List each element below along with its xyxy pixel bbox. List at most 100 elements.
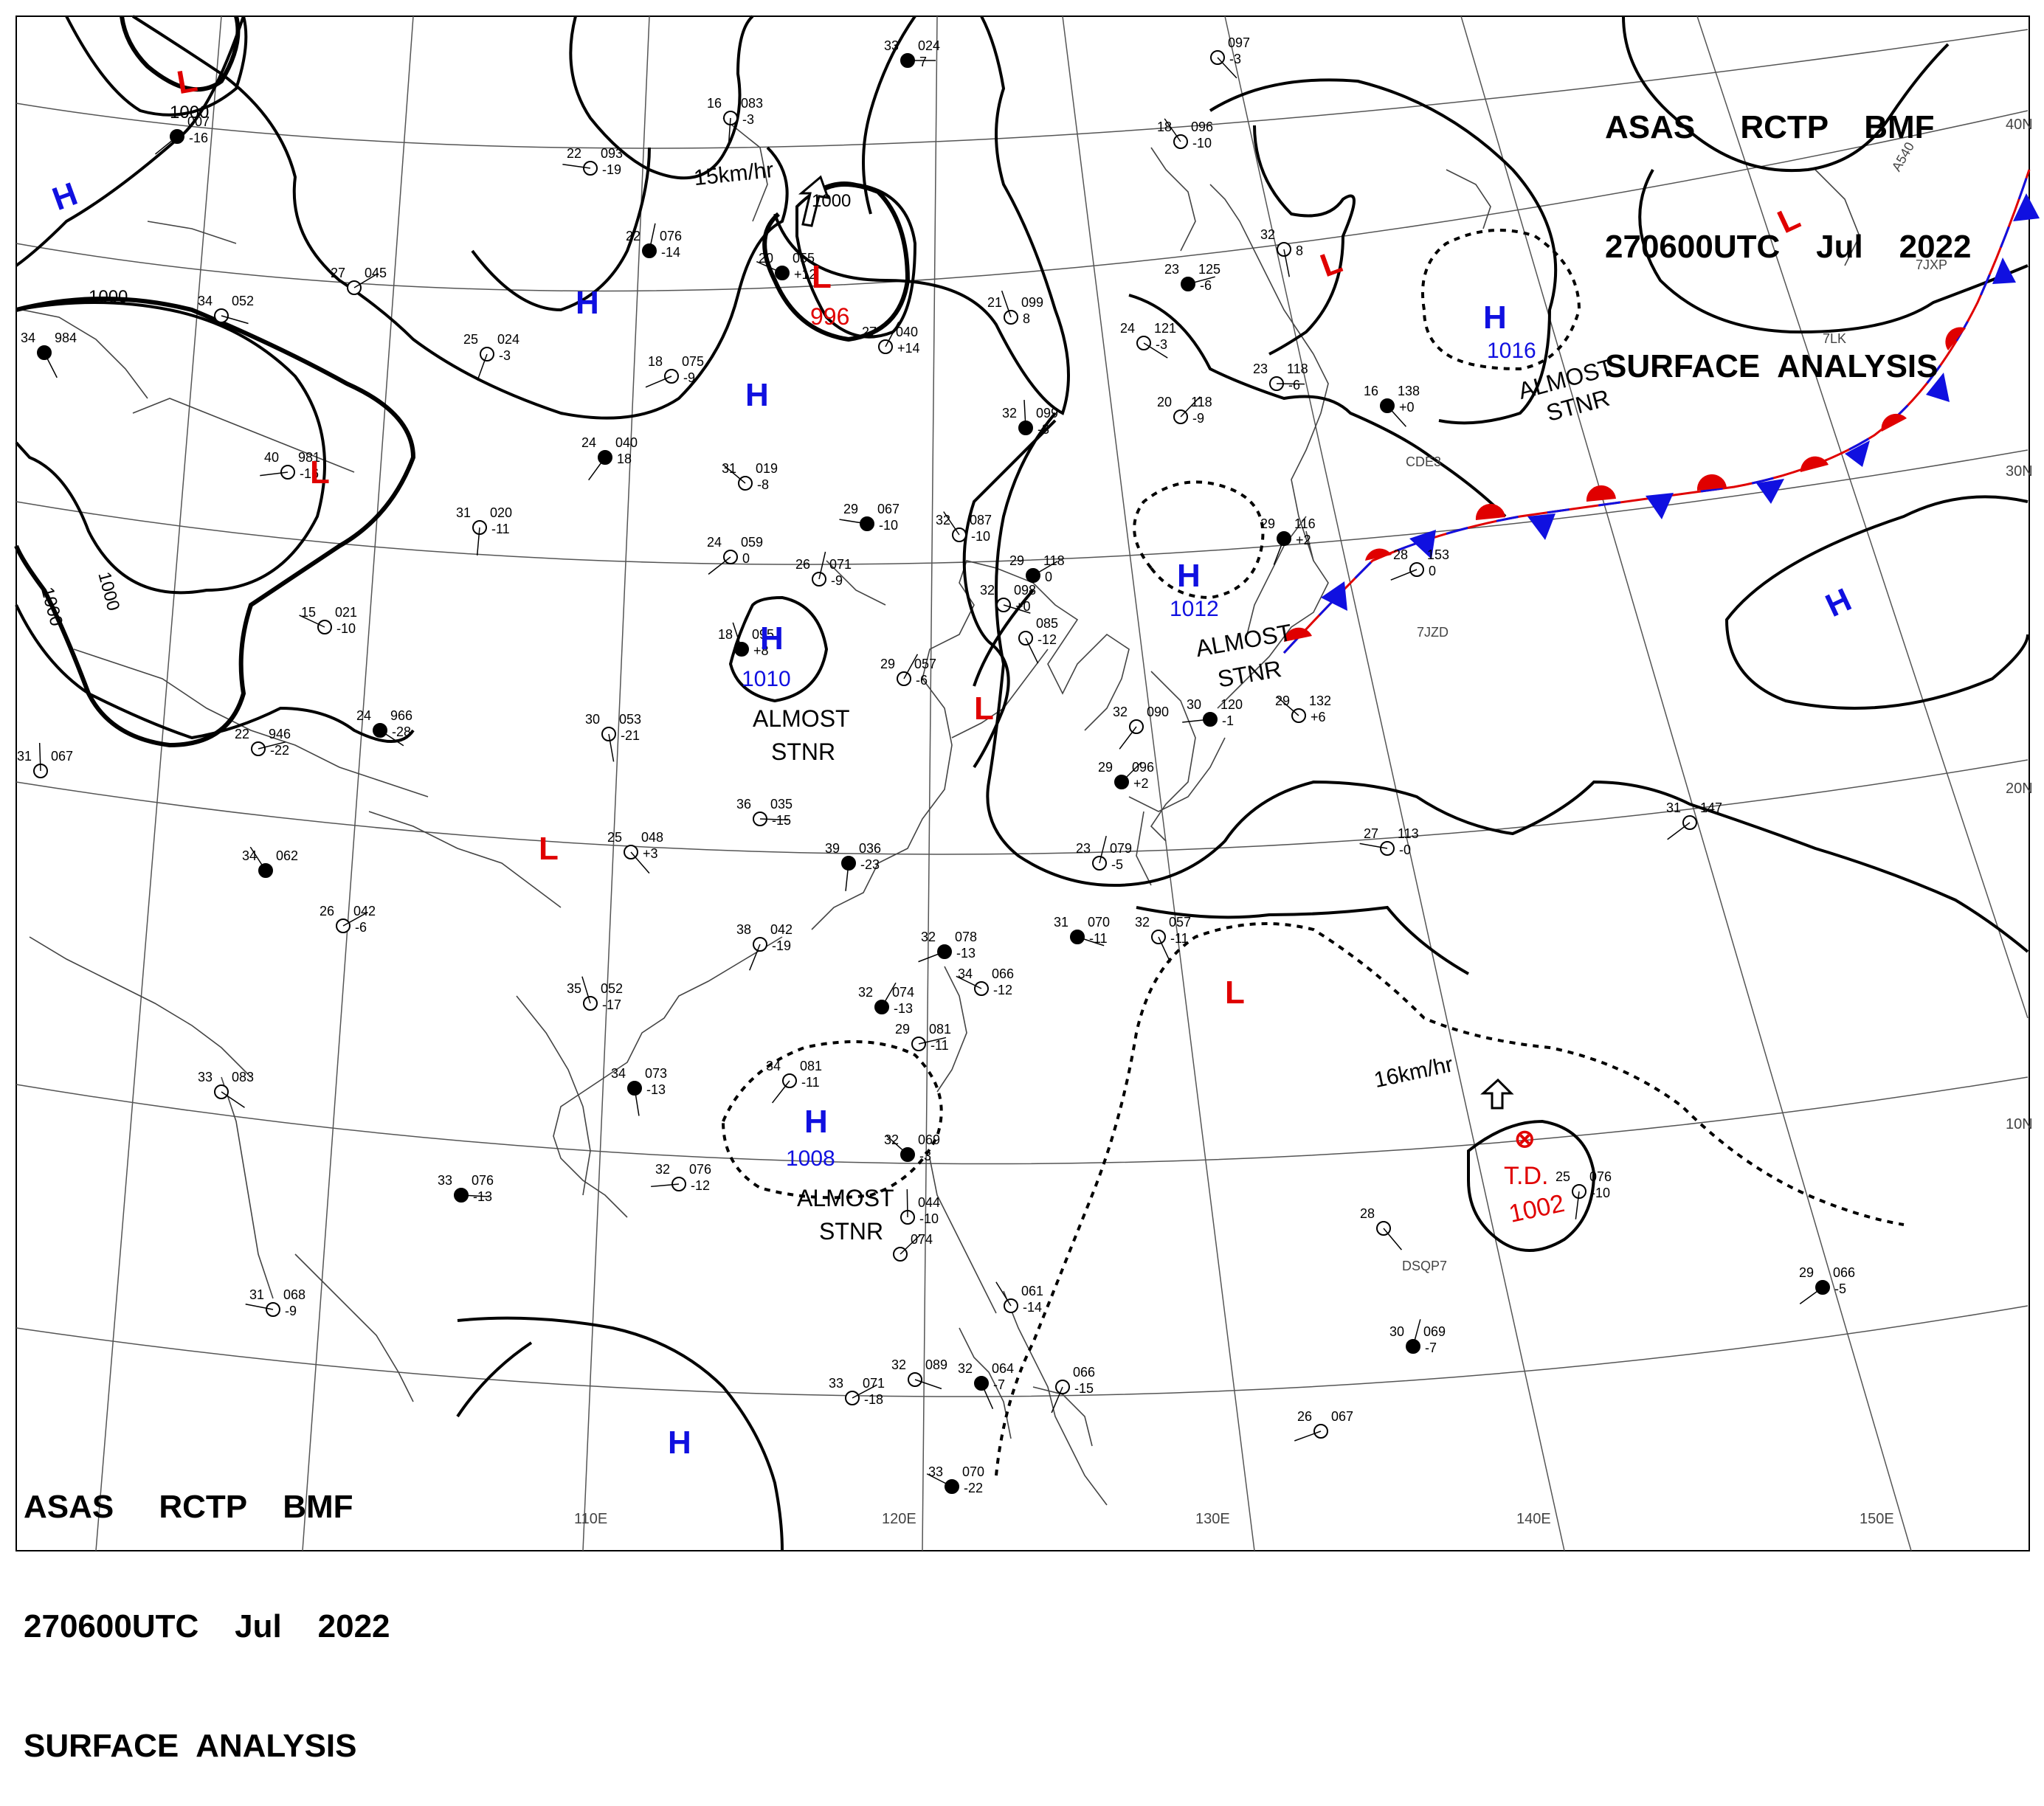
station-pressure: 083 bbox=[741, 96, 763, 111]
station-tendency: -28 bbox=[392, 724, 411, 739]
station-tendency: +6 bbox=[1311, 710, 1326, 724]
wind-barb-icon bbox=[1359, 843, 1388, 849]
station-temp: 39 bbox=[825, 841, 840, 856]
station-temp: 32 bbox=[1113, 705, 1128, 719]
station-plot: 31 019-8 bbox=[722, 461, 778, 492]
station-plot: 30 053-21 bbox=[585, 712, 641, 762]
isobar bbox=[1209, 78, 1558, 425]
station-pressure: 045 bbox=[365, 266, 387, 280]
station-tendency: -9 bbox=[831, 573, 843, 588]
station-pressure: 147 bbox=[1700, 800, 1722, 815]
station-plot: 32 8 bbox=[1260, 227, 1303, 277]
station-temp: 32 bbox=[655, 1162, 670, 1177]
wind-barb-icon bbox=[221, 1091, 245, 1108]
station-temp: 29 bbox=[880, 657, 895, 671]
station-plot: 31 020 -11 bbox=[456, 505, 512, 556]
station-pressure: 066 bbox=[992, 966, 1014, 981]
wind-barb-icon bbox=[728, 117, 731, 146]
station-tendency: -13 bbox=[956, 946, 976, 961]
station-tendency: -3 bbox=[1037, 422, 1049, 437]
station-plot: 23 125-6 bbox=[1164, 262, 1220, 293]
station-plot: 27 113 -0 bbox=[1359, 826, 1419, 857]
wind-barb-icon bbox=[1294, 1430, 1322, 1442]
station-pressure: 020 bbox=[490, 505, 512, 520]
station-pressure: 057 bbox=[914, 657, 936, 671]
station-pressure: 035 bbox=[770, 797, 793, 812]
station-tendency: -5 bbox=[1834, 1281, 1846, 1296]
station-plot: 29 057 -6 bbox=[880, 654, 936, 688]
station-tendency: +0 bbox=[1015, 599, 1031, 614]
station-plot: 18 095+8 bbox=[718, 622, 774, 658]
station-pressure: 098 bbox=[1014, 583, 1036, 598]
stnr-note: STNR bbox=[819, 1218, 883, 1245]
station-pressure: 076 bbox=[689, 1162, 711, 1177]
wind-barb-icon bbox=[477, 353, 488, 381]
station-plot: 36 035-15 bbox=[736, 797, 793, 828]
station-temp: 33 bbox=[198, 1070, 213, 1084]
station-pressure: 073 bbox=[645, 1066, 667, 1081]
station-pressure: 153 bbox=[1427, 547, 1449, 562]
station-tendency: -10 bbox=[879, 518, 898, 533]
station-pressure: 079 bbox=[1110, 841, 1132, 856]
station-temp: 32 bbox=[921, 930, 936, 944]
station-temp: 26 bbox=[1297, 1409, 1312, 1424]
station-tendency: +2 bbox=[1296, 533, 1311, 547]
station-plot: 33 070 -22 bbox=[926, 1464, 984, 1495]
wind-barb-icon bbox=[903, 654, 919, 679]
wind-barb-icon bbox=[749, 944, 761, 971]
isobar bbox=[569, 15, 754, 180]
station-temp: 22 bbox=[626, 229, 641, 243]
station-temp: 31 bbox=[1666, 800, 1681, 815]
lon-label: 150E bbox=[1860, 1511, 1894, 1527]
station-plot: 15 021-10 bbox=[299, 605, 357, 636]
low-center: L bbox=[812, 259, 832, 295]
station-plot: 33 076-13 bbox=[438, 1173, 494, 1204]
arrow-icon bbox=[798, 175, 830, 227]
station-pressure: 042 bbox=[353, 904, 376, 918]
station-pressure: 007 bbox=[187, 114, 210, 129]
station-plot: 32 089 bbox=[891, 1357, 947, 1390]
wind-barb-icon bbox=[1390, 569, 1418, 581]
station-temp: 31 bbox=[1054, 915, 1068, 930]
station-pressure: 093 bbox=[601, 146, 623, 161]
station-pressure: 067 bbox=[877, 502, 900, 516]
cold-front-triangles bbox=[1321, 193, 2040, 611]
station-plot: 32 099-3 bbox=[1002, 400, 1058, 437]
station-temp: 18 bbox=[718, 627, 733, 642]
station-plot: 16 138 +0 bbox=[1364, 384, 1420, 427]
wind-barb-icon bbox=[943, 511, 960, 536]
station-tendency: -7 bbox=[1425, 1340, 1437, 1355]
station-plot: 26 071-9 bbox=[795, 551, 852, 588]
station-temp: 28 bbox=[1360, 1206, 1375, 1221]
station-tendency: -11 bbox=[491, 522, 510, 536]
station-tendency: -1 bbox=[1222, 713, 1234, 728]
lat-label: 40N bbox=[2006, 117, 2033, 133]
station-temp: 18 bbox=[648, 354, 663, 369]
station-plot: 18 075-9 bbox=[645, 354, 704, 388]
station-plot: 34 052 bbox=[198, 294, 254, 325]
station-tendency: -6 bbox=[1200, 278, 1212, 293]
station-pressure: 069 bbox=[918, 1132, 940, 1147]
station-plot: 39 036-23 bbox=[825, 841, 881, 891]
station-pressure: 024 bbox=[918, 38, 940, 53]
station-plot: 30 120-1 bbox=[1182, 697, 1243, 728]
station-tendency: -10 bbox=[919, 1211, 939, 1226]
stnr-note: ALMOST bbox=[753, 705, 850, 732]
wind-barb-icon bbox=[1799, 1287, 1823, 1304]
isobar bbox=[986, 412, 2029, 953]
station-temp: 34 bbox=[21, 331, 35, 345]
dashed-isobar bbox=[1133, 480, 1265, 600]
station-temp: 18 bbox=[1157, 120, 1172, 134]
wind-barb-icon bbox=[1383, 1228, 1403, 1250]
station-pressure: 076 bbox=[472, 1173, 494, 1188]
high-center-value: 1008 bbox=[786, 1146, 835, 1171]
isobar bbox=[131, 15, 789, 420]
station-temp: 30 bbox=[585, 712, 600, 727]
station-temp: 26 bbox=[795, 557, 810, 572]
station-pressure: 132 bbox=[1309, 693, 1331, 708]
wind-barb-icon bbox=[154, 136, 178, 155]
station-temp: 29 bbox=[1260, 516, 1275, 531]
wind-barb-icon bbox=[630, 851, 650, 874]
station-temp: 29 bbox=[843, 502, 858, 516]
